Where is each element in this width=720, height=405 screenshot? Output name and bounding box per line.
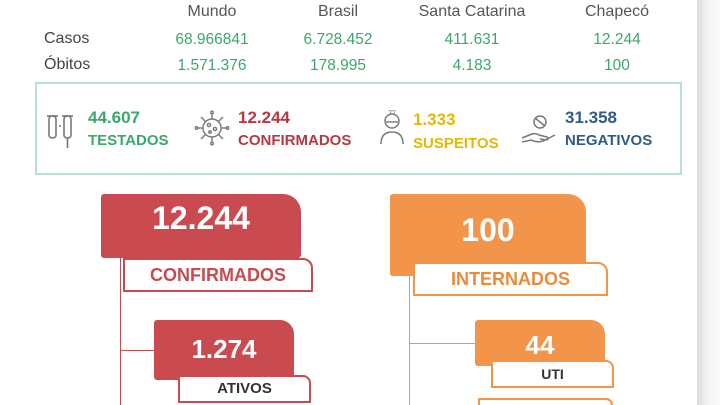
svg-text:??: ?? <box>388 110 396 117</box>
table-cell: 1.571.376 <box>177 57 247 74</box>
connector-line <box>120 350 154 351</box>
table-cell: 4.183 <box>452 57 492 74</box>
table-cell: 411.631 <box>444 31 500 48</box>
row-label-obitos: Óbitos <box>44 56 91 73</box>
confirmed-total-box <box>101 194 301 258</box>
connector-line <box>120 258 121 405</box>
indicator-number-confirmados: 12.244 <box>238 108 290 127</box>
indicator-number-negativos: 31.358 <box>565 108 617 127</box>
column-header-chapeco: Chapecó <box>584 3 650 20</box>
connector-line <box>409 276 410 405</box>
table-cell: 68.966841 <box>175 31 249 48</box>
next-box-edge <box>478 398 613 405</box>
hospitalized-total-number: 100 <box>461 212 515 248</box>
hand-shield-icon <box>521 115 556 143</box>
icu-number: 44 <box>525 330 555 360</box>
hospitalized-label: INTERNADOS <box>450 269 570 289</box>
confirmed-total-number: 12.244 <box>152 200 250 236</box>
icu-label: UTI <box>541 366 564 382</box>
icu-label-box <box>491 360 614 388</box>
hospitalized-label-box <box>413 262 608 296</box>
bulletin-page: Mundo Brasil Santa Catarina Chapecó Caso… <box>0 0 697 405</box>
table-cell: 100 <box>604 57 630 74</box>
suspect-person-icon: ?? <box>380 110 404 145</box>
row-label-casos: Casos <box>44 30 90 47</box>
confirmed-label-box <box>123 258 313 292</box>
table-cell: 12.244 <box>593 31 641 48</box>
virus-icon <box>194 110 230 146</box>
active-box <box>154 320 294 380</box>
indicator-number-suspeitos: 1.333 <box>413 110 456 129</box>
indicator-label-testados: TESTADOS <box>88 132 169 149</box>
test-tubes-icon <box>47 115 73 148</box>
indicator-label-negativos: NEGATIVOS <box>565 132 653 149</box>
column-header-santa-catarina: Santa Catarina <box>418 3 526 20</box>
indicator-number-testados: 44.607 <box>88 108 140 127</box>
active-number: 1.274 <box>191 334 257 364</box>
page-edge-shadow <box>697 0 720 405</box>
table-cell: 6.728.452 <box>303 31 373 48</box>
column-header-brasil: Brasil <box>317 3 358 20</box>
column-header-mundo: Mundo <box>187 3 237 20</box>
active-label-box <box>178 375 311 403</box>
active-label: ATIVOS <box>217 380 272 397</box>
indicator-label-suspeitos: SUSPEITOS <box>413 135 499 152</box>
confirmed-label: CONFIRMADOS <box>150 265 286 285</box>
icu-box <box>475 320 605 366</box>
indicator-label-confirmados: CONFIRMADOS <box>238 132 352 149</box>
connector-line <box>409 343 475 344</box>
table-cell: 178.995 <box>309 57 367 74</box>
indicators-panel <box>35 82 682 175</box>
